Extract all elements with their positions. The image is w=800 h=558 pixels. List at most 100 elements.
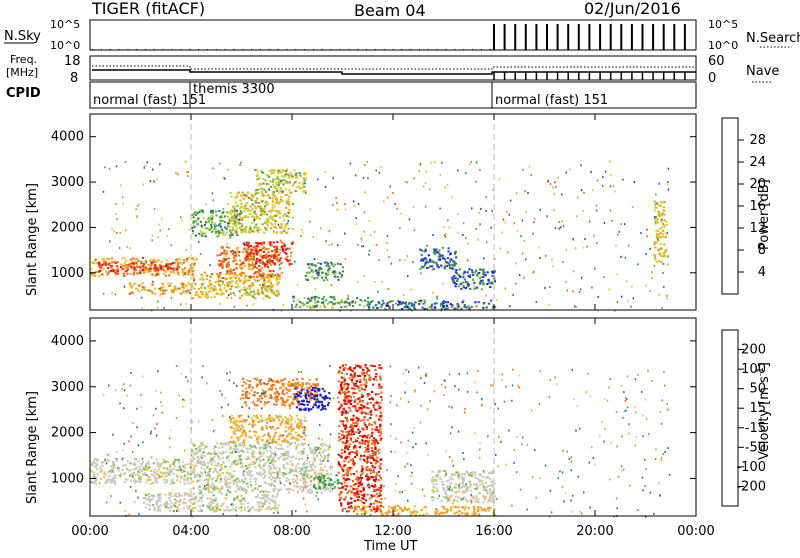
velocity-cell [150, 499, 152, 501]
power-cell [244, 257, 246, 259]
power-cell [661, 219, 663, 221]
power-cell [337, 279, 339, 281]
velocity-cell [158, 494, 160, 496]
velocity-cell [490, 473, 492, 475]
power-cell [258, 272, 260, 274]
power-cell [272, 181, 274, 183]
velocity-cell [242, 394, 244, 396]
power-cell [197, 294, 199, 296]
velocity-cell [226, 486, 228, 488]
power-cell [245, 230, 247, 232]
power-cell-scatter [350, 163, 352, 165]
power-cell [165, 265, 167, 267]
power-cell-scatter [302, 232, 304, 234]
velocity-cell [324, 405, 326, 407]
power-cell [184, 272, 186, 274]
power-cell-scatter [157, 307, 159, 309]
power-cell [657, 238, 659, 240]
velocity-cell [133, 462, 135, 464]
power-cell [397, 304, 399, 306]
nsearch-tick-bottom: 10^0 [708, 39, 738, 52]
power-cell-scatter [114, 230, 116, 232]
velocity-cell [90, 470, 92, 472]
velocity-cell [255, 405, 257, 407]
power-cell [659, 228, 661, 230]
power-cell [295, 172, 297, 174]
power-cell-scatter [314, 258, 316, 260]
velocity-cell [242, 503, 244, 505]
velocity-cell [208, 492, 210, 494]
power-cell [475, 270, 477, 272]
velocity-cell [147, 494, 149, 496]
power-cell [278, 170, 280, 172]
power-cell-scatter [275, 253, 277, 255]
nsky-label: N.Sky [4, 29, 41, 44]
power-cell [160, 267, 162, 269]
power-cell-scatter [135, 208, 137, 210]
velocity-cell [178, 462, 180, 464]
power-cell [657, 203, 659, 205]
velocity-cell [319, 395, 321, 397]
velocity-cell [296, 439, 298, 441]
velocity-cell [227, 509, 229, 511]
power-cell [241, 267, 243, 269]
power-cell [491, 275, 493, 277]
power-cell [274, 226, 276, 228]
velocity-cell [307, 470, 309, 472]
power-cell [660, 221, 662, 223]
velocity-cell [126, 468, 128, 470]
power-cell [279, 259, 281, 261]
velocity-cell [289, 468, 291, 470]
velocity-cell [194, 502, 196, 504]
power-cell [308, 272, 310, 274]
power-cell-scatter [159, 288, 161, 290]
power-cell [180, 293, 182, 295]
power-cell-scatter [548, 304, 550, 306]
power-panel [90, 114, 696, 312]
power-cell-scatter [367, 177, 369, 179]
velocity-cell [300, 409, 302, 411]
velocity-cell [147, 498, 149, 500]
velocity-cell [475, 488, 477, 490]
power-cell [450, 259, 452, 261]
velocity-cell [175, 493, 177, 495]
velocity-cell [188, 506, 190, 508]
power-cell [317, 272, 319, 274]
power-cell [111, 257, 113, 259]
power-cell [162, 269, 164, 271]
velocity-cell [293, 393, 295, 395]
power-cell [235, 277, 237, 279]
velocity-cell [282, 419, 284, 421]
power-cell [225, 273, 227, 275]
velocity-cell [443, 496, 445, 498]
velocity-cell [118, 474, 120, 476]
power-cell [485, 274, 487, 276]
velocity-cell [166, 481, 168, 483]
power-cell [304, 177, 306, 179]
velocity-cell [297, 463, 299, 465]
velocity-cell [169, 510, 171, 512]
velocity-cell [211, 478, 213, 480]
power-cell [490, 282, 492, 284]
power-cell [98, 275, 100, 277]
power-cell [221, 229, 223, 231]
power-cell [167, 268, 169, 270]
power-cell [285, 207, 287, 209]
velocity-cell [316, 492, 318, 494]
power-panel-bg [90, 114, 696, 310]
power-cell [136, 264, 138, 266]
power-cell-scatter [182, 263, 184, 265]
velocity-cell [239, 421, 241, 423]
power-cell [161, 282, 163, 284]
velocity-cell [326, 445, 328, 447]
power-cell [202, 291, 204, 293]
velocity-cell [482, 501, 484, 503]
power-cell [192, 230, 194, 232]
power-cell [280, 262, 282, 264]
power-cell-scatter [116, 218, 118, 220]
power-cell [235, 221, 237, 223]
velocity-cell [277, 493, 279, 495]
velocity-cell [304, 472, 306, 474]
velocity-cell [249, 481, 251, 483]
power-cell [228, 247, 230, 249]
